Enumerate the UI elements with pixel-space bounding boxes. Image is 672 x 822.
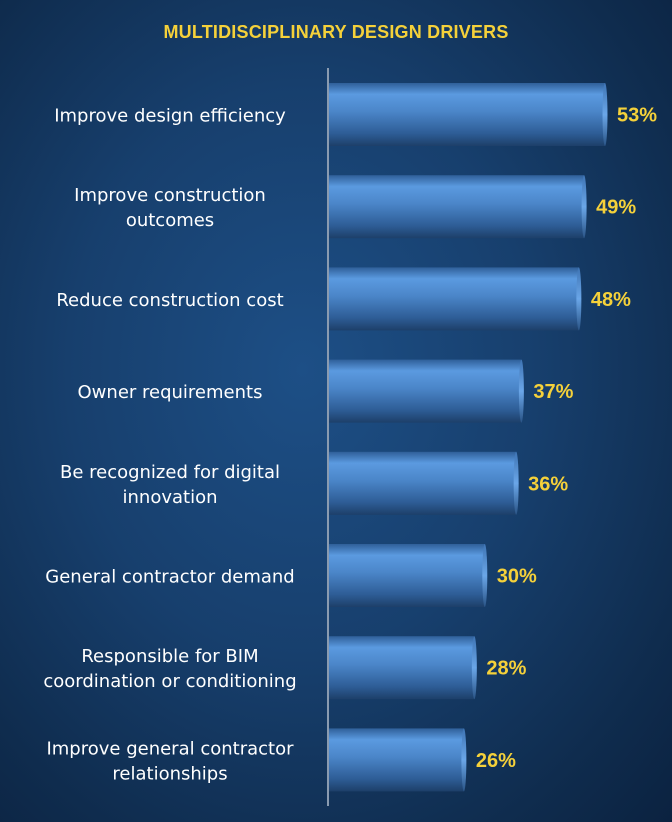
category-label-line: relationships	[112, 763, 227, 784]
category-label-line: Be recognized for digital	[60, 462, 280, 483]
category-label-line: Reduce construction cost	[56, 290, 283, 311]
bar-cap-7	[471, 636, 477, 700]
category-label-line: Responsible for BIM	[81, 646, 258, 667]
category-label-line: outcomes	[126, 210, 214, 231]
value-label-3: 48%	[591, 289, 631, 311]
category-label-1: Improve design efficiency	[54, 106, 286, 127]
bar-cap-1	[602, 83, 608, 146]
category-labels-group: Improve design efficiency Improve constru…	[43, 106, 296, 785]
value-label-8: 26%	[476, 750, 516, 772]
value-label-2: 49%	[596, 197, 636, 219]
category-label-8: Improve general contractor relationships	[46, 738, 294, 784]
value-labels-group: 53% 49% 48% 37% 36% 30% 28% 26%	[476, 105, 657, 772]
bar-cap-2	[581, 175, 587, 239]
bar-5	[328, 451, 517, 515]
value-label-7: 28%	[486, 658, 526, 680]
bar-cap-5	[513, 451, 519, 515]
bars-group	[328, 83, 608, 792]
bar-7	[328, 636, 475, 700]
category-label-6: General contractor demand	[45, 567, 294, 588]
bar-1	[328, 83, 605, 146]
category-label-line: General contractor demand	[45, 567, 294, 588]
category-label-3: Reduce construction cost	[56, 290, 283, 311]
bar-4	[328, 359, 522, 423]
category-label-line: Improve design efficiency	[54, 106, 286, 127]
chart-title: MULTIDISCIPLINARY DESIGN DRIVERS	[163, 22, 509, 42]
category-label-line: innovation	[123, 487, 218, 508]
bar-2	[328, 175, 585, 239]
bar-6	[328, 544, 485, 607]
value-label-1: 53%	[617, 105, 657, 127]
category-label-7: Responsible for BIM coordination or condi…	[43, 646, 296, 692]
category-label-line: Owner requirements	[78, 382, 263, 403]
value-label-6: 30%	[497, 566, 537, 588]
bar-cap-8	[461, 728, 467, 792]
category-label-5: Be recognized for digital innovation	[60, 462, 280, 508]
category-label-4: Owner requirements	[78, 382, 263, 403]
bar-cap-6	[482, 544, 488, 607]
value-label-5: 36%	[528, 473, 568, 495]
category-label-2: Improve construction outcomes	[74, 185, 266, 231]
bar-cap-3	[576, 267, 582, 331]
bar-8	[328, 728, 464, 792]
category-label-line: Improve construction	[74, 185, 266, 206]
bar-cap-4	[518, 359, 524, 423]
value-label-4: 37%	[533, 381, 573, 403]
category-label-line: Improve general contractor	[46, 738, 294, 759]
category-label-line: coordination or conditioning	[43, 671, 296, 692]
bar-3	[328, 267, 579, 331]
